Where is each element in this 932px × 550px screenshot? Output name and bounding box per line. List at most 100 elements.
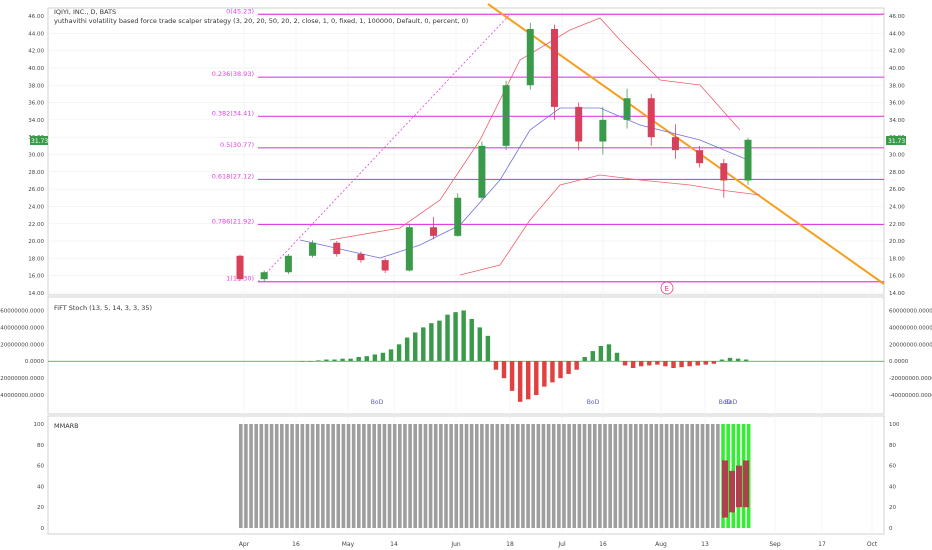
stoch-bar — [671, 361, 676, 368]
stoch-tick-left: 40000000.0000 — [0, 325, 44, 331]
mmarb-bar — [403, 424, 407, 528]
stoch-bar — [501, 361, 507, 379]
stoch-bar — [743, 359, 749, 362]
candle-body[interactable] — [405, 227, 413, 271]
mmarb-bar — [623, 424, 628, 528]
stoch-bar — [663, 361, 668, 367]
mmarb-bar — [628, 424, 633, 528]
stoch-bar — [598, 346, 604, 362]
mmarb-bar — [490, 424, 494, 528]
mmarb-bar — [392, 424, 397, 528]
stoch-bar — [711, 361, 717, 364]
mmarb-bar — [474, 424, 479, 528]
mmarb-bar — [449, 424, 453, 528]
x-tick-label: Jul — [557, 541, 566, 548]
mmarb-bar — [700, 424, 705, 528]
stoch-bar — [526, 361, 531, 400]
candle-body[interactable] — [381, 260, 389, 271]
mmarb-bar — [551, 424, 556, 528]
mmarb-bar — [423, 424, 428, 528]
mmarb-bar — [321, 424, 325, 528]
candle-body[interactable] — [575, 106, 583, 142]
stoch-tick-right: -20000000.0000 — [889, 376, 932, 382]
x-tick-label: 17 — [818, 541, 826, 548]
candle-body[interactable] — [236, 255, 244, 280]
last-price-badge-left — [30, 136, 48, 145]
x-tick-label: May — [342, 541, 355, 548]
stoch-tick-right: 0.0000 — [889, 359, 909, 365]
fib-level-label: 0.5(30.77) — [220, 141, 254, 149]
candle-body[interactable] — [430, 227, 438, 236]
mmarb-bar — [685, 424, 689, 528]
stoch-bar — [372, 354, 378, 362]
stoch-bar — [509, 361, 515, 391]
candle-body[interactable] — [744, 139, 752, 181]
mmarb-bar — [510, 424, 515, 528]
mmarb-tick-left: 60 — [37, 464, 44, 470]
candle-body[interactable] — [623, 98, 631, 120]
mmarb-bar — [336, 424, 341, 528]
candle-body[interactable] — [647, 98, 655, 138]
mmarb-bar — [274, 424, 279, 528]
candle-body[interactable] — [720, 163, 728, 181]
candle-body[interactable] — [309, 242, 317, 256]
stoch-bar — [639, 361, 644, 367]
candle-body[interactable] — [671, 137, 679, 151]
mmarb-signal-bar — [743, 460, 749, 508]
candle-body[interactable] — [502, 85, 510, 146]
price-panel — [47, 7, 885, 296]
candle-body[interactable] — [357, 254, 365, 261]
stoch-bar — [356, 357, 361, 362]
x-tick-label: 18 — [506, 541, 514, 548]
mmarb-bar — [362, 424, 366, 528]
stoch-tick-left: -40000000.0000 — [0, 393, 44, 399]
mmarb-tick-left: 20 — [37, 505, 44, 511]
candle-body[interactable] — [526, 28, 534, 86]
symbol-title: IQIYI, INC., D, BATS — [54, 8, 116, 16]
last-price-right: 31.73 — [888, 138, 905, 145]
stoch-title: FiFT Stoch (13, 5, 14, 3, 3, 35) — [54, 304, 152, 312]
mmarb-bar — [608, 424, 612, 528]
stoch-bar — [485, 335, 491, 362]
stoch-bar — [735, 358, 741, 362]
candle-body[interactable] — [454, 197, 462, 236]
stoch-bar — [679, 361, 684, 368]
candle-body[interactable] — [478, 145, 486, 198]
candle-body[interactable] — [696, 150, 704, 164]
mmarb-bar — [413, 424, 418, 528]
mmarb-bar — [300, 424, 305, 528]
price-tick-left: 36.00 — [28, 101, 44, 107]
price-tick-right: 46.00 — [889, 14, 905, 20]
mmarb-title: MMARB — [54, 422, 79, 430]
stoch-bar — [316, 360, 321, 362]
mmarb-bar — [577, 424, 582, 528]
mmarb-bar — [618, 424, 623, 528]
price-tick-left: 16.00 — [28, 274, 44, 280]
price-tick-right: 34.00 — [889, 118, 905, 124]
fib-anchor-line — [257, 13, 511, 283]
mmarb-bar — [239, 424, 243, 528]
candle-body[interactable] — [599, 119, 607, 142]
earnings-marker[interactable] — [660, 281, 674, 295]
bod-label: BoD — [719, 399, 732, 406]
candle-body[interactable] — [333, 242, 341, 255]
candle-body[interactable] — [550, 28, 558, 107]
fib-level-label: 0.236(38.93) — [212, 70, 254, 78]
mmarb-signal-bar — [729, 470, 735, 513]
stoch-bar — [582, 357, 587, 362]
mmarb-bar — [705, 424, 710, 528]
mmarb-bar — [382, 424, 387, 528]
mmarb-bar — [546, 424, 551, 528]
stoch-bar — [719, 359, 725, 362]
mmarb-bar — [639, 424, 643, 528]
price-tick-right: 28.00 — [889, 170, 905, 176]
mmarb-bar — [264, 424, 269, 528]
candle-body[interactable] — [260, 272, 268, 280]
mmarb-bar — [500, 424, 505, 528]
mmarb-bar — [249, 424, 253, 528]
price-tick-right: 40.00 — [889, 66, 905, 72]
stoch-bar — [534, 361, 539, 396]
candle-body[interactable] — [284, 255, 292, 273]
mmarb-bar — [464, 424, 469, 528]
price-tick-right: 44.00 — [889, 31, 905, 37]
